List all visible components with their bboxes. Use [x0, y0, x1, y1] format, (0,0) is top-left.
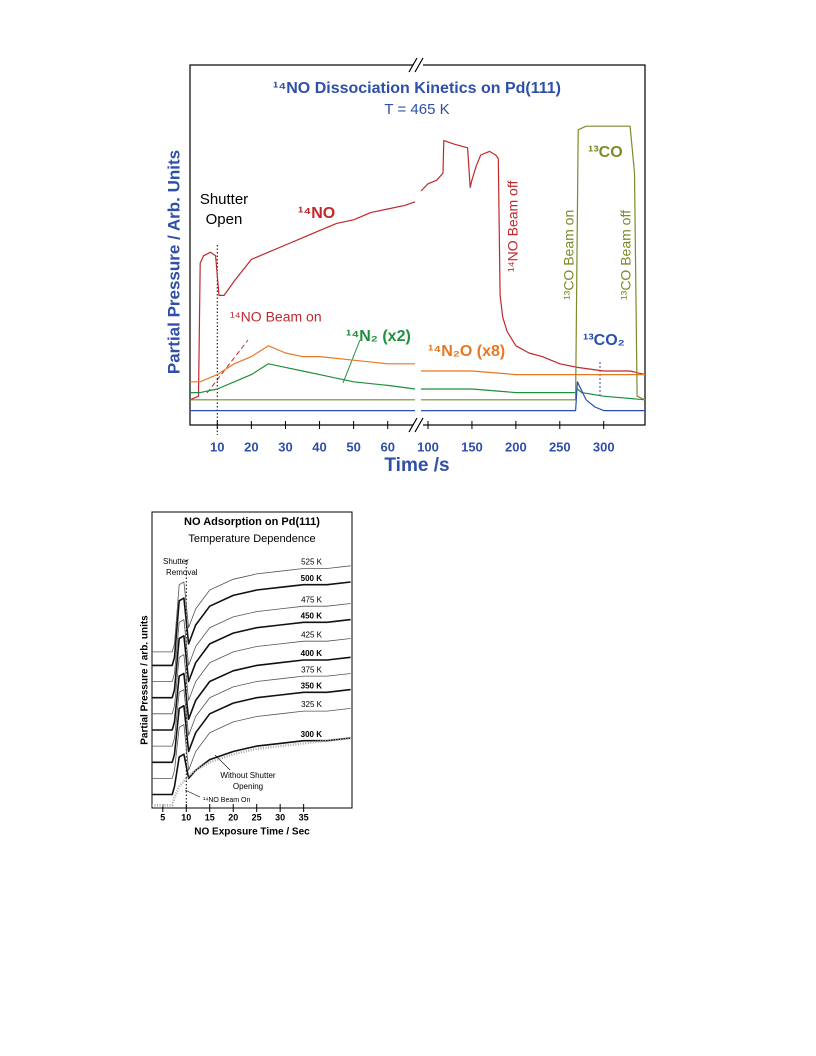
series-label: 300 K [301, 730, 323, 739]
x-tick-label: 15 [205, 812, 215, 822]
series-label: 350 K [301, 681, 323, 690]
y-axis-label: Partial Pressure / Arb. Units [164, 150, 183, 374]
series-line [152, 688, 351, 764]
x-axis-label: NO Exposure Time / Sec [194, 827, 310, 838]
annotation-arrow [206, 339, 249, 394]
x-tick-label: 40 [312, 439, 326, 454]
series-label: 525 K [301, 558, 323, 567]
series-line [152, 618, 351, 699]
series-line [152, 565, 351, 653]
annotation: ¹⁴NO Beam On [203, 797, 250, 804]
series-line [152, 737, 351, 796]
x-tick-label: 20 [244, 439, 258, 454]
series-line [190, 345, 645, 383]
annotation: ¹³CO Beam off [618, 210, 634, 300]
series-line [189, 140, 646, 401]
annotation: ¹⁴NO Beam off [505, 181, 521, 272]
x-tick-label: 30 [278, 439, 292, 454]
x-tick-label: 50 [346, 439, 360, 454]
annotation: Without Shutter [220, 771, 275, 780]
chart-title: ¹⁴NO Dissociation Kinetics on Pd(111) [273, 80, 561, 97]
x-tick-label: 35 [299, 812, 309, 822]
x-tick-label: 5 [160, 812, 165, 822]
series-label: 375 K [301, 665, 323, 674]
series-line [152, 673, 351, 747]
series-line [152, 736, 351, 807]
annotation: ¹⁴NO Beam on [230, 309, 322, 325]
x-tick-label: 10 [210, 439, 224, 454]
series-line [152, 708, 351, 779]
x-tick-label: 60 [380, 439, 394, 454]
series-line [152, 656, 351, 731]
series-label: ¹³CO₂ [583, 332, 625, 349]
x-tick-label: 10 [181, 812, 191, 822]
y-axis-label: Partial Pressure / arb. units [140, 615, 151, 745]
x-tick-label: 30 [275, 812, 285, 822]
series-label: 450 K [301, 611, 323, 620]
annotation-arrow [342, 339, 361, 384]
x-tick-label: 150 [461, 439, 483, 454]
x-tick-label: 200 [505, 439, 527, 454]
series-label: ¹⁴N₂ (x2) [346, 328, 411, 345]
x-tick-label: 100 [417, 439, 439, 454]
series-label: 425 K [301, 630, 323, 639]
chart-subtitle: Temperature Dependence [188, 533, 315, 545]
x-tick-label: 250 [549, 439, 571, 454]
annotation: Shutter [163, 557, 189, 566]
series-line [190, 381, 645, 412]
x-axis-label: Time /s [384, 455, 449, 476]
annotation: Opening [233, 782, 263, 791]
x-tick-label: 300 [593, 439, 615, 454]
plot-frame [151, 511, 353, 809]
annotation: Removal [166, 568, 198, 577]
series-label: 325 K [301, 700, 323, 709]
series-line [152, 603, 351, 682]
x-tick-label: 25 [252, 812, 262, 822]
annotation: Shutter [200, 191, 248, 208]
series-label: ¹³CO [588, 144, 623, 161]
series-line [190, 125, 646, 401]
break-mark [408, 57, 424, 433]
series-label: 475 K [301, 595, 323, 604]
axis-break [413, 420, 423, 430]
series-line [152, 581, 351, 667]
chart-subtitle: T = 465 K [384, 101, 449, 118]
annotation: Open [206, 211, 243, 228]
series-line [152, 638, 351, 715]
series-label: 400 K [301, 649, 323, 658]
annotation-arrow [184, 789, 201, 798]
axis-break [413, 60, 423, 70]
series-label: 500 K [301, 574, 323, 583]
series-label: ¹⁴N₂O (x8) [428, 343, 505, 360]
x-tick-label: 20 [228, 812, 238, 822]
chart-title: NO Adsorption on Pd(111) [184, 516, 320, 528]
series-label: ¹⁴NO [298, 205, 335, 222]
annotation: ¹³CO Beam on [561, 210, 577, 300]
